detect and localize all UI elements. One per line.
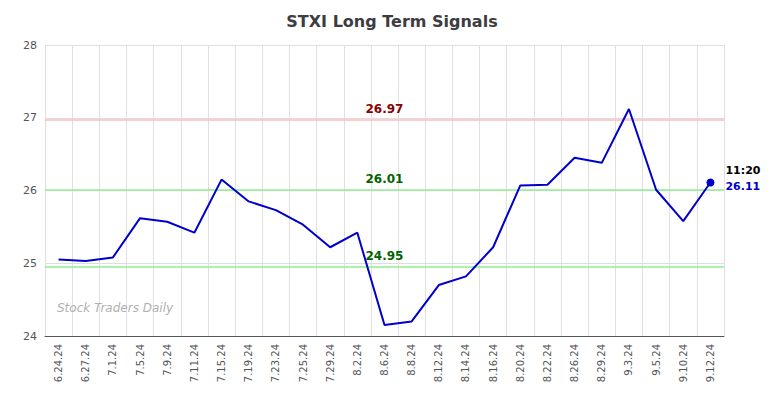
svg-text:8.16.24: 8.16.24 [488, 344, 499, 382]
svg-text:7.19.24: 7.19.24 [243, 344, 254, 382]
svg-text:26.11: 26.11 [725, 180, 760, 193]
svg-text:26: 26 [23, 184, 37, 197]
svg-text:8.14.24: 8.14.24 [460, 344, 471, 382]
svg-text:26.97: 26.97 [366, 102, 404, 116]
svg-text:7.11.24: 7.11.24 [189, 344, 200, 382]
svg-text:8.2.24: 8.2.24 [352, 344, 363, 376]
svg-text:STXI Long Term Signals: STXI Long Term Signals [286, 12, 497, 31]
svg-text:7.25.24: 7.25.24 [298, 344, 309, 382]
svg-text:8.12.24: 8.12.24 [433, 344, 444, 382]
svg-text:8.20.24: 8.20.24 [515, 344, 526, 382]
svg-text:6.24.24: 6.24.24 [53, 344, 64, 382]
svg-text:9.10.24: 9.10.24 [678, 344, 689, 382]
svg-text:7.9.24: 7.9.24 [162, 344, 173, 376]
svg-text:26.01: 26.01 [366, 172, 404, 186]
svg-text:11:20: 11:20 [725, 164, 760, 177]
svg-text:9.3.24: 9.3.24 [623, 344, 634, 376]
svg-text:25: 25 [23, 257, 37, 270]
svg-text:8.29.24: 8.29.24 [596, 344, 607, 382]
svg-text:Stock Traders Daily: Stock Traders Daily [57, 301, 174, 315]
svg-text:27: 27 [23, 111, 37, 124]
svg-text:6.27.24: 6.27.24 [80, 344, 91, 382]
svg-text:7.5.24: 7.5.24 [135, 344, 146, 376]
svg-text:24.95: 24.95 [366, 249, 404, 263]
svg-text:7.1.24: 7.1.24 [107, 344, 118, 376]
svg-text:7.15.24: 7.15.24 [216, 344, 227, 382]
svg-text:8.6.24: 8.6.24 [379, 344, 390, 376]
svg-text:8.26.24: 8.26.24 [569, 344, 580, 382]
svg-text:7.29.24: 7.29.24 [325, 344, 336, 382]
svg-text:7.23.24: 7.23.24 [270, 344, 281, 382]
svg-text:8.22.24: 8.22.24 [542, 344, 553, 382]
svg-text:9.12.24: 9.12.24 [705, 344, 716, 382]
svg-text:9.5.24: 9.5.24 [651, 344, 662, 376]
svg-text:8.8.24: 8.8.24 [406, 344, 417, 376]
svg-text:24: 24 [23, 330, 37, 343]
svg-text:28: 28 [23, 39, 37, 52]
